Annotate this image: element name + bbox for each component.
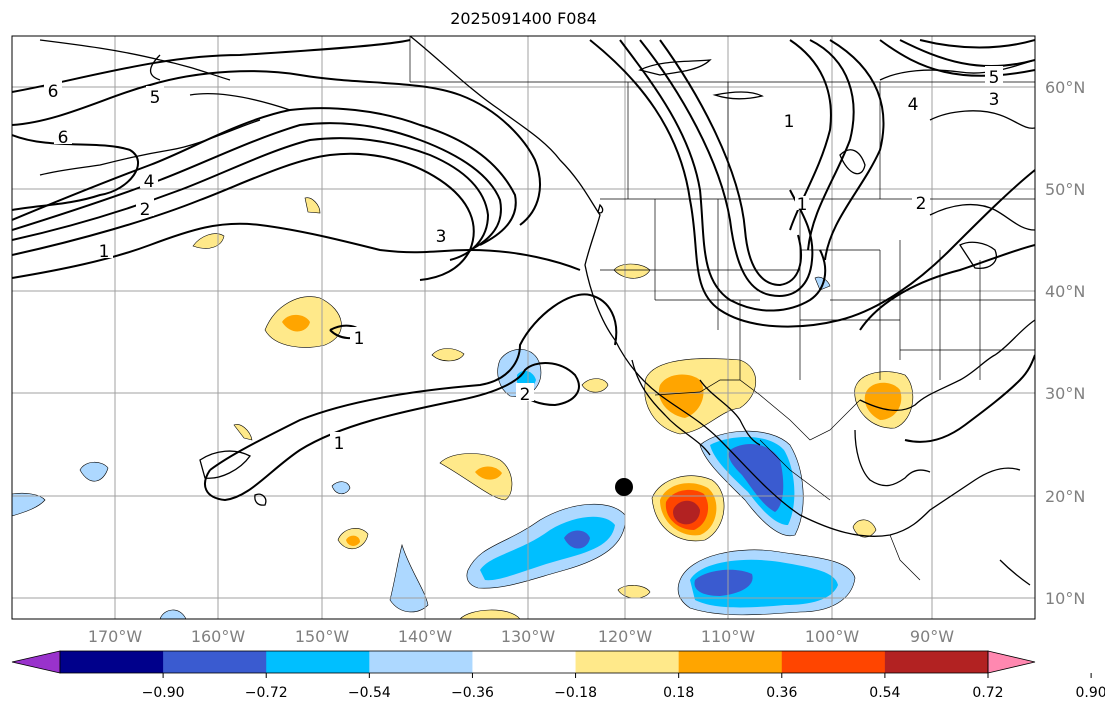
lat-label: 40°N: [1045, 282, 1085, 301]
colorbar-segment: [60, 651, 164, 673]
map-frame: [11, 35, 1036, 620]
contour-label: 6: [48, 82, 59, 102]
lon-label: 110°W: [701, 627, 756, 646]
lat-label: 30°N: [1045, 384, 1085, 403]
positive-anomaly: [304, 197, 321, 214]
contour-label: 1: [784, 112, 795, 132]
lon-label: 160°W: [191, 627, 246, 646]
positive-anomaly: [431, 348, 465, 362]
contour-label: 2: [140, 200, 151, 220]
contour-label: 1: [797, 195, 808, 215]
colorbar-tick-label: 0.72: [972, 685, 1003, 701]
colorbar-segment: [575, 651, 680, 673]
contour-label: 4: [144, 172, 155, 192]
colorbar-tick-label: −0.90: [142, 685, 185, 701]
contour-label: 2: [916, 194, 927, 214]
contour-label: 5: [150, 88, 161, 108]
lon-label: 170°W: [88, 627, 143, 646]
colorbar-ticks: −0.90 −0.72 −0.54 −0.36 −0.18 0.18 0.36 0.54 0.7…: [142, 673, 1105, 701]
colorbar-tick-label: −0.36: [451, 685, 494, 701]
colorbar-tick-label: 0.18: [663, 685, 694, 701]
contour-label: 1: [354, 329, 365, 349]
colorbar-tick-label: −0.18: [554, 685, 597, 701]
contour-label: 3: [436, 227, 447, 247]
positive-anomaly: [346, 535, 360, 546]
negative-anomaly: [12, 492, 46, 517]
lon-label: 130°W: [501, 627, 556, 646]
colorbar-segment: [884, 651, 989, 673]
colorbar-segment: [369, 651, 473, 673]
colorbar: [11, 650, 1036, 674]
colorbar-extend-high: [987, 650, 1036, 674]
colorbar-segment: [266, 651, 370, 673]
colorbar-tick-label: 0.36: [766, 685, 797, 701]
storm-center-marker: [615, 478, 633, 496]
positive-anomaly: [475, 466, 502, 480]
positive-anomaly: [233, 424, 253, 441]
lon-label: 150°W: [295, 627, 350, 646]
anomaly-shading: [12, 197, 914, 619]
contour-label: 3: [989, 90, 1000, 110]
lon-label: 140°W: [398, 627, 453, 646]
negative-anomaly: [564, 530, 590, 549]
positive-anomaly: [658, 374, 704, 418]
colorbar-frame: [59, 650, 989, 674]
lon-label: 100°W: [805, 627, 860, 646]
positive-anomaly: [617, 585, 651, 599]
contour-lines: [12, 39, 1035, 502]
negative-anomaly: [694, 569, 753, 596]
lon-label: 90°W: [910, 627, 954, 646]
positive-anomaly: [581, 378, 609, 393]
colorbar-tick-label: 0.54: [869, 685, 900, 701]
longitude-labels: 170°W 160°W 150°W 140°W 130°W 120°W 110°…: [88, 627, 954, 646]
negative-anomaly: [331, 481, 351, 495]
positive-anomaly: [282, 314, 310, 332]
colorbar-tick-label: −0.72: [245, 685, 288, 701]
negative-anomaly: [79, 461, 109, 482]
contour-label: 4: [908, 95, 919, 115]
positive-anomaly: [673, 500, 700, 525]
colorbar-tick-label: −0.54: [348, 685, 391, 701]
colorbar-extend-low: [11, 650, 61, 674]
colorbar-segment: [781, 651, 886, 673]
contour-label-group: 6 5 6 4 2 1 3 1 2 1 1 4 5 3 2 1: [44, 66, 1003, 454]
lon-label: 120°W: [598, 627, 653, 646]
contour-label: 5: [989, 68, 1000, 88]
map-gridlines: [12, 36, 1035, 619]
positive-anomaly: [192, 233, 225, 249]
colorbar-segment: [678, 651, 783, 673]
contour-label: 1: [334, 434, 345, 454]
positive-anomaly: [439, 453, 513, 501]
contour-label: 6: [58, 128, 69, 148]
lat-label: 10°N: [1045, 589, 1085, 608]
colorbar-segment: [472, 651, 577, 673]
contour-label: 1: [99, 242, 110, 262]
contour-label: 2: [520, 385, 531, 405]
colorbar-tick-label: 0.90: [1076, 685, 1105, 701]
lat-label: 50°N: [1045, 180, 1085, 199]
colorbar-segment: [163, 651, 267, 673]
latitude-labels: 60°N 50°N 40°N 30°N 20°N 10°N: [1045, 78, 1085, 608]
lat-label: 60°N: [1045, 78, 1085, 97]
lat-label: 20°N: [1045, 487, 1085, 506]
negative-anomaly: [389, 543, 429, 613]
plot-title: 2025091400 F084: [450, 9, 597, 28]
